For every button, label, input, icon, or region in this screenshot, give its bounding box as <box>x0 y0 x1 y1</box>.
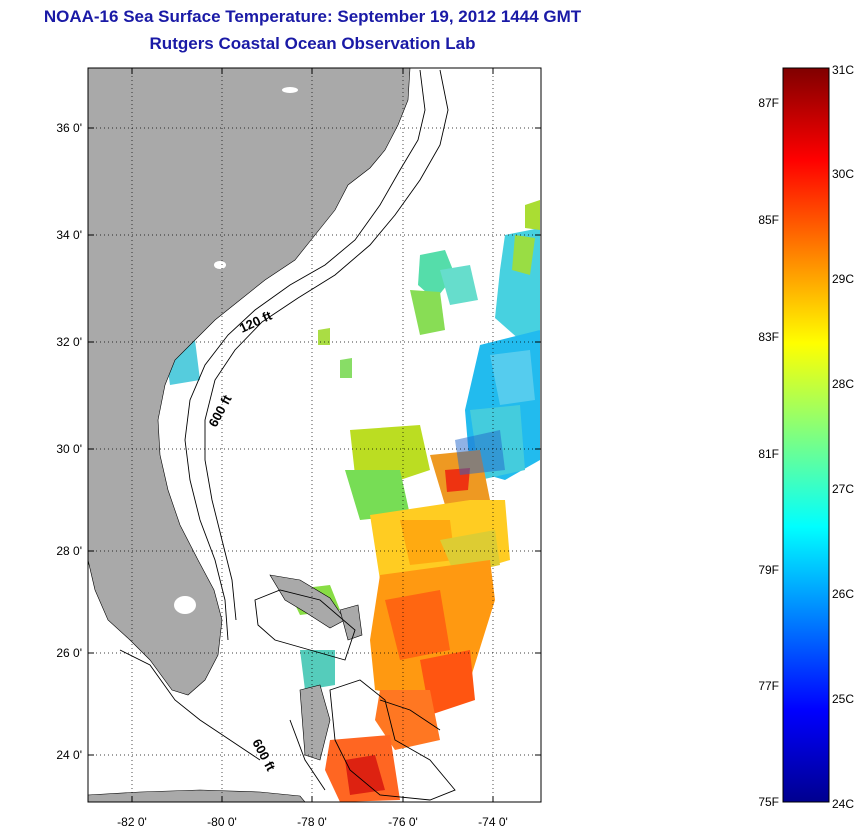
plot-frame <box>87 67 542 803</box>
colorbar-fahrenheit-label: 75F <box>758 795 779 809</box>
sst-data-layer <box>88 200 540 802</box>
land-layer <box>88 68 411 802</box>
lon-tick-label: -82 0' <box>117 815 147 829</box>
tick-marks <box>88 68 541 802</box>
colorbar-celsius-label: 27C <box>832 482 854 496</box>
colorbar-fahrenheit-label: 85F <box>758 213 779 227</box>
colorbar-celsius-label: 28C <box>832 377 854 391</box>
lon-tick-label: -74 0' <box>478 815 508 829</box>
lat-tick-label: 34 0' <box>56 228 82 242</box>
colorbar-celsius-label: 31C <box>832 63 854 77</box>
colorbar-fahrenheit-label: 83F <box>758 330 779 344</box>
lat-tick-label: 28 0' <box>56 544 82 558</box>
lat-tick-label: 26 0' <box>56 646 82 660</box>
colorbar-fahrenheit-label: 81F <box>758 447 779 461</box>
lat-tick-label: 24 0' <box>56 748 82 762</box>
lon-tick-label: -76 0' <box>388 815 418 829</box>
colorbar-fahrenheit-label: 87F <box>758 96 779 110</box>
map-title: NOAA-16 Sea Surface Temperature: Septemb… <box>43 7 582 26</box>
lon-tick-label: -78 0' <box>297 815 327 829</box>
colorbar-fahrenheit-label: 77F <box>758 679 779 693</box>
lat-tick-label: 30 0' <box>56 442 82 456</box>
color-scale-bar <box>782 67 830 803</box>
lon-tick-label: -80 0' <box>207 815 237 829</box>
colorbar-fahrenheit-label: 79F <box>758 563 779 577</box>
map-subtitle: Rutgers Coastal Ocean Observation Lab <box>149 34 476 53</box>
colorbar-celsius-label: 24C <box>832 797 854 811</box>
colorbar-celsius-label: 29C <box>832 272 854 286</box>
colorbar-celsius-label: 26C <box>832 587 854 601</box>
lat-tick-label: 36 0' <box>56 121 82 135</box>
colorbar-celsius-label: 25C <box>832 692 854 706</box>
lat-tick-label: 32 0' <box>56 335 82 349</box>
colorbar-celsius-label: 30C <box>832 167 854 181</box>
bathymetry-contours <box>119 69 456 801</box>
